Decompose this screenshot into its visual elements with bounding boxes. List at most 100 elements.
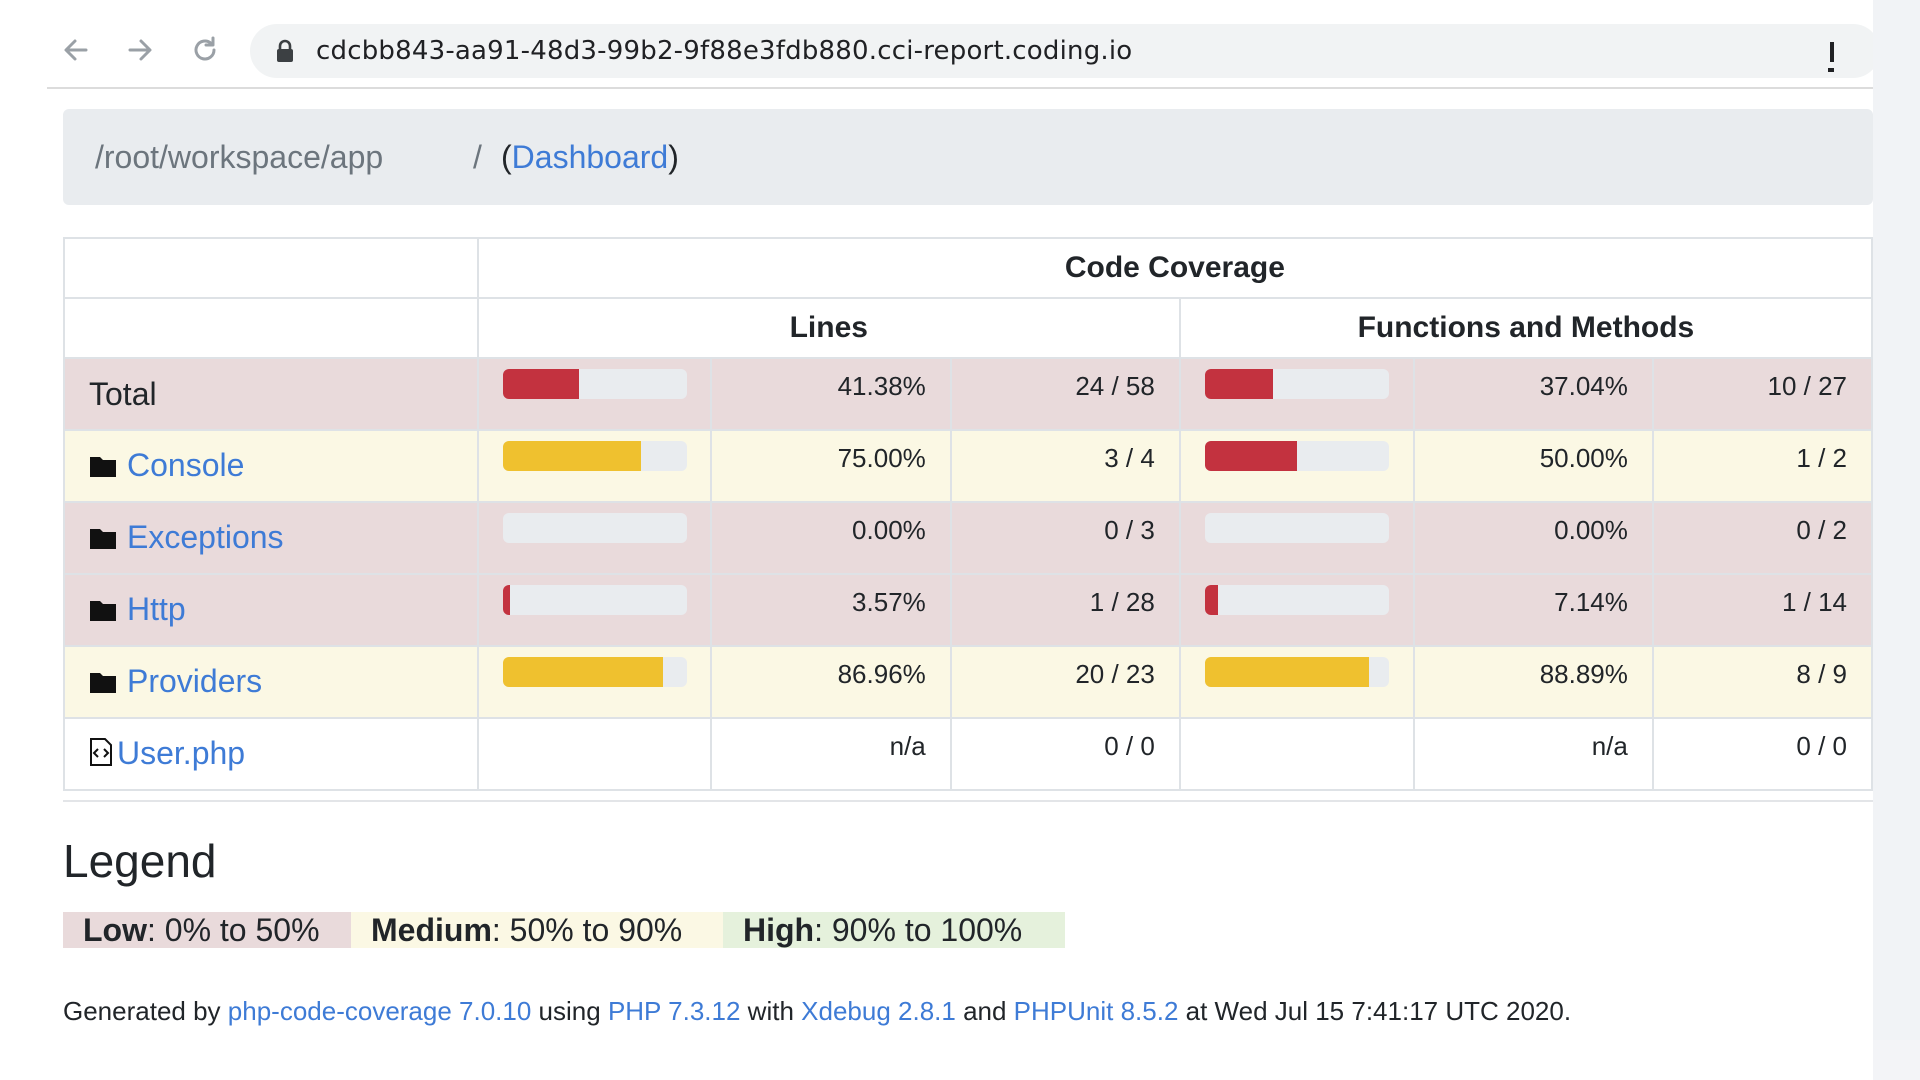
lines-count: 24 / 58 xyxy=(949,357,1181,431)
functions-coverage-bar xyxy=(1204,369,1389,399)
footer-text: with xyxy=(740,996,802,1026)
url-text[interactable]: cdcbb843-aa91-48d3-99b2-9f88e3fdb880.cci… xyxy=(316,36,1133,66)
table-row: Providers 86.96% 20 / 23 88.89% 8 / 9 xyxy=(63,645,1873,719)
legend-low-range: : 0% to 50% xyxy=(146,912,320,948)
name-cell: Http xyxy=(63,573,479,647)
lines-coverage-bar xyxy=(502,369,687,399)
lines-coverage-bar xyxy=(502,585,687,615)
name-cell: Console xyxy=(63,429,479,503)
lines-coverage-bar-fill xyxy=(502,585,510,615)
header-empty-cell xyxy=(63,297,479,359)
lines-coverage-bar-cell xyxy=(476,357,713,431)
footer-text: at Wed Jul 15 7:41:17 UTC 2020. xyxy=(1178,996,1572,1026)
legend-title: Legend xyxy=(63,835,217,887)
functions-coverage-bar-cell xyxy=(1178,429,1415,503)
functions-count: 1 / 2 xyxy=(1651,429,1873,503)
lines-count: 0 / 0 xyxy=(949,717,1181,791)
functions-percent: 7.14% xyxy=(1412,573,1654,647)
lines-count: 1 / 28 xyxy=(949,573,1181,647)
table-row: User.php n/a 0 / 0 n/a 0 / 0 xyxy=(63,717,1873,791)
row-label: Total xyxy=(89,375,157,412)
phpunit-link[interactable]: PHPUnit 8.5.2 xyxy=(1013,996,1179,1026)
name-cell: Providers xyxy=(63,645,479,719)
folder-link[interactable]: Http xyxy=(127,590,186,627)
coverage-table: Code Coverage Lines Functions and Method… xyxy=(63,237,1873,791)
reload-icon[interactable] xyxy=(187,32,223,68)
total-row: Total 41.38% 24 / 58 37.04% 10 / 27 xyxy=(63,357,1873,431)
caret-mark-base xyxy=(1828,68,1834,72)
functions-count: 1 / 14 xyxy=(1651,573,1873,647)
php-link[interactable]: PHP 7.3.12 xyxy=(607,996,741,1026)
lines-coverage-bar-fill xyxy=(502,369,579,399)
xdebug-link[interactable]: Xdebug 2.8.1 xyxy=(801,996,956,1026)
dashboard-link[interactable]: Dashboard xyxy=(511,139,669,175)
file-link[interactable]: User.php xyxy=(117,734,246,771)
legend-high: High: 90% to 100% xyxy=(723,912,1065,948)
legend-high-label: High xyxy=(743,912,815,948)
back-arrow-icon[interactable] xyxy=(58,32,94,68)
header-row-2: Lines Functions and Methods xyxy=(63,297,1873,359)
legend-high-range: : 90% to 100% xyxy=(814,912,1023,948)
functions-coverage-bar-cell xyxy=(1178,357,1415,431)
php-code-coverage-link[interactable]: php-code-coverage 7.0.10 xyxy=(227,996,532,1026)
lock-icon xyxy=(277,39,293,62)
toolbar-divider xyxy=(47,87,1873,89)
functions-count: 8 / 9 xyxy=(1651,645,1873,719)
functions-coverage-bar-fill xyxy=(1204,585,1218,615)
lines-coverage-bar-cell xyxy=(476,717,713,791)
lines-coverage-bar xyxy=(502,441,687,471)
legend-low-label: Low xyxy=(83,912,147,948)
functions-percent: n/a xyxy=(1412,717,1654,791)
table-row: Http 3.57% 1 / 28 7.14% 1 / 14 xyxy=(63,573,1873,647)
lines-coverage-bar-cell xyxy=(476,645,713,719)
lines-percent: 0.00% xyxy=(710,501,952,575)
lines-coverage-bar xyxy=(502,657,687,687)
header-row-1: Code Coverage xyxy=(63,237,1873,299)
functions-coverage-bar-fill xyxy=(1204,441,1297,471)
lines-coverage-bar-fill xyxy=(502,441,641,471)
code-file-icon xyxy=(89,737,113,774)
folder-icon xyxy=(89,521,117,558)
name-cell: User.php xyxy=(63,717,479,791)
folder-icon xyxy=(89,665,117,702)
header-empty-cell xyxy=(63,237,479,299)
functions-coverage-bar xyxy=(1204,657,1389,687)
lines-coverage-bar-cell xyxy=(476,501,713,575)
header-functions-methods: Functions and Methods xyxy=(1178,297,1873,359)
coverage-rows: Total 41.38% 24 / 58 37.04% 10 / 27 Console 75… xyxy=(63,357,1873,791)
forward-arrow-icon[interactable] xyxy=(122,32,158,68)
functions-coverage-bar xyxy=(1204,513,1389,543)
functions-coverage-bar-fill xyxy=(1204,657,1369,687)
functions-percent: 37.04% xyxy=(1412,357,1654,431)
footer-text: and xyxy=(955,996,1014,1026)
breadcrumb-separator: / xyxy=(473,139,482,175)
folder-icon xyxy=(89,449,117,486)
lines-count: 3 / 4 xyxy=(949,429,1181,503)
folder-link[interactable]: Providers xyxy=(127,662,263,699)
functions-count: 0 / 0 xyxy=(1651,717,1873,791)
browser-window: cdcbb843-aa91-48d3-99b2-9f88e3fdb880.cci… xyxy=(47,24,1873,1026)
lines-percent: 75.00% xyxy=(710,429,952,503)
legend-medium-range: : 50% to 90% xyxy=(491,912,683,948)
legend-medium-label: Medium xyxy=(371,912,492,948)
functions-count: 10 / 27 xyxy=(1651,357,1873,431)
lines-coverage-bar-cell xyxy=(476,573,713,647)
lines-count: 20 / 23 xyxy=(949,645,1181,719)
name-cell: Exceptions xyxy=(63,501,479,575)
paren-close: ) xyxy=(668,139,679,175)
lines-percent: 41.38% xyxy=(710,357,952,431)
functions-coverage-bar-fill xyxy=(1204,369,1273,399)
functions-coverage-bar-cell xyxy=(1178,645,1415,719)
lines-percent: n/a xyxy=(710,717,952,791)
folder-link[interactable]: Exceptions xyxy=(127,518,284,555)
breadcrumb: /root/workspace/app / (Dashboard) xyxy=(63,109,1873,205)
breadcrumb-path: /root/workspace/app xyxy=(95,139,384,175)
legend-low: Low: 0% to 50% xyxy=(63,912,375,948)
functions-count: 0 / 2 xyxy=(1651,501,1873,575)
breadcrumb-dashboard: (Dashboard) xyxy=(501,109,679,205)
folder-link[interactable]: Console xyxy=(127,446,245,483)
table-row: Exceptions 0.00% 0 / 3 0.00% 0 / 2 xyxy=(63,501,1873,575)
address-bar[interactable]: cdcbb843-aa91-48d3-99b2-9f88e3fdb880.cci… xyxy=(250,24,1873,78)
lines-count: 0 / 3 xyxy=(949,501,1181,575)
functions-percent: 50.00% xyxy=(1412,429,1654,503)
